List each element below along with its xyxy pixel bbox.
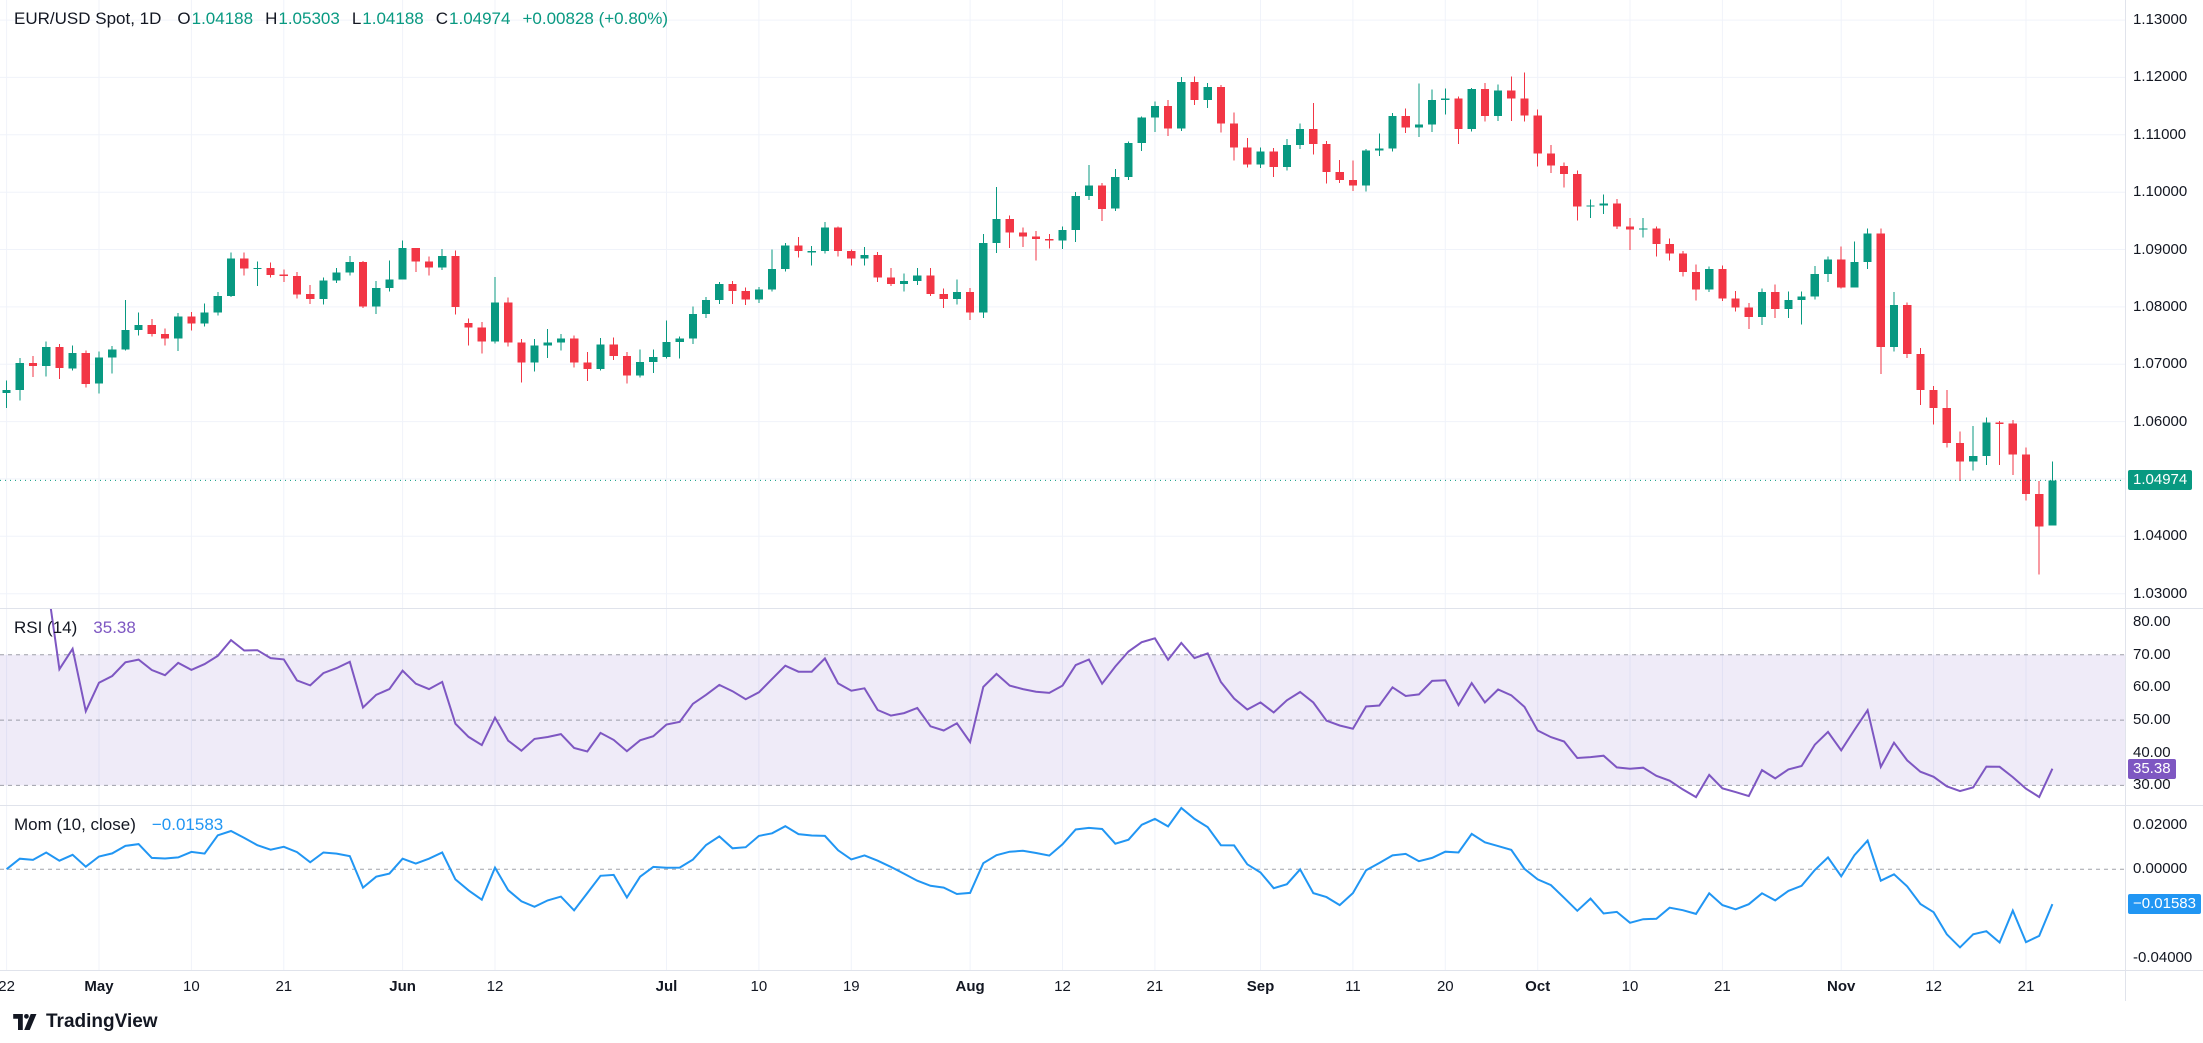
pane-divider — [0, 970, 2203, 971]
time-tick: May — [84, 978, 114, 995]
time-tick: 20 — [1436, 978, 1454, 995]
brand-text: TradingView — [46, 1011, 158, 1032]
pane-divider[interactable] — [0, 805, 2203, 806]
ohlc-low-key: L — [351, 9, 362, 28]
mom-tick: 0.00000 — [2133, 860, 2188, 878]
momentum-plot[interactable]: Mom (10, close) −0.01583 — [0, 806, 2125, 970]
rsi-label[interactable]: RSI (14) — [14, 618, 78, 637]
rsi-legend: RSI (14) 35.38 — [14, 618, 136, 638]
ohlc-open: O1.04188 — [177, 9, 253, 29]
time-tick: 19 — [842, 978, 860, 995]
price-tick: 1.07000 — [2133, 355, 2188, 373]
ohlc-low-value: 1.04188 — [362, 9, 424, 28]
ohlc-open-key: O — [177, 9, 191, 28]
price-axis[interactable]: 1.13000 1.12000 1.11000 1.10000 1.09000 1.080… — [2125, 0, 2203, 608]
rsi-tick: 80.00 — [2133, 613, 2171, 631]
price-tick: 1.11000 — [2133, 125, 2187, 143]
tradingview-logo[interactable]: TradingView — [13, 1011, 158, 1033]
momentum-label[interactable]: Mom (10, close) — [14, 815, 136, 834]
price-tick: 1.03000 — [2133, 584, 2188, 602]
mom-value-badge: −0.01583 — [2128, 894, 2201, 915]
time-tick: 12 — [1925, 978, 1942, 995]
rsi-tick: 40.00 — [2133, 743, 2171, 761]
momentum-legend: Mom (10, close) −0.01583 — [14, 815, 223, 835]
mom-tick: 0.02000 — [2133, 815, 2188, 833]
time-tick: Jul — [655, 978, 678, 995]
time-tick: 10 — [183, 978, 200, 995]
candlestick-canvas — [0, 0, 2125, 608]
rsi-tick: 30.00 — [2133, 776, 2171, 794]
time-axis-corner — [2125, 971, 2203, 1001]
ohlc-high: H1.05303 — [265, 9, 340, 29]
price-tick: 1.06000 — [2133, 412, 2188, 430]
mom-tick: -0.04000 — [2133, 948, 2193, 966]
time-tick: 21 — [275, 978, 293, 995]
ohlc-high-value: 1.05303 — [278, 9, 340, 28]
pane-divider[interactable] — [0, 608, 2203, 609]
time-tick: 12 — [1054, 978, 1071, 995]
rsi-axis[interactable]: 80.00 70.00 60.00 50.00 40.00 30.00 35.38 — [2125, 609, 2203, 805]
price-tick: 1.08000 — [2133, 297, 2188, 315]
ohlc-close-key: C — [435, 9, 449, 28]
price-pane: EUR/USD Spot, 1D O1.04188 H1.05303 L1.04… — [0, 0, 2203, 608]
time-tick: 22 — [0, 978, 15, 995]
ohlc-low: L1.04188 — [352, 9, 424, 29]
ohlc-close-value: 1.04974 — [449, 9, 511, 28]
change-value: +0.00828 (+0.80%) — [522, 9, 669, 28]
main-legend: EUR/USD Spot, 1D O1.04188 H1.05303 L1.04… — [14, 9, 668, 29]
ohlc-close: C1.04974 — [436, 9, 511, 29]
rsi-plot[interactable]: RSI (14) 35.38 — [0, 609, 2125, 805]
ohlc-open-value: 1.04188 — [191, 9, 254, 28]
time-tick: 21 — [2017, 978, 2035, 995]
tradingview-icon — [13, 1014, 37, 1030]
time-tick: Nov — [1827, 978, 1856, 995]
momentum-pane: Mom (10, close) −0.01583 0.02000 0.00000 -… — [0, 806, 2203, 970]
time-axis[interactable]: 22 May 10 21 Jun 12 Jul 10 19 Aug 12 21 Sep 11 20 Oct 10… — [0, 971, 2125, 1001]
rsi-tick: 70.00 — [2133, 645, 2171, 663]
rsi-value-badge: 35.38 — [2128, 758, 2176, 779]
time-tick: Aug — [955, 978, 985, 995]
rsi-tick: 50.00 — [2133, 711, 2171, 729]
price-tick: 1.09000 — [2133, 240, 2188, 258]
momentum-canvas — [0, 806, 2125, 970]
momentum-axis[interactable]: 0.02000 0.00000 -0.04000 −0.01583 — [2125, 806, 2203, 970]
rsi-pane: RSI (14) 35.38 80.00 70.00 60.00 50.00 40.00… — [0, 609, 2203, 805]
time-tick: 21 — [1146, 978, 1164, 995]
time-tick: Jun — [389, 978, 416, 995]
ohlc-high-key: H — [265, 9, 278, 28]
symbol-title[interactable]: EUR/USD Spot, 1D — [14, 9, 162, 28]
footer: TradingView — [0, 1001, 2203, 1043]
last-price-badge: 1.04974 — [2128, 470, 2193, 491]
time-tick: 12 — [486, 978, 504, 995]
time-tick: Oct — [1525, 978, 1551, 995]
price-tick: 1.13000 — [2133, 11, 2188, 29]
time-tick: 10 — [1621, 978, 1639, 995]
candlestick-plot[interactable]: EUR/USD Spot, 1D O1.04188 H1.05303 L1.04… — [0, 0, 2125, 608]
price-tick: 1.04000 — [2133, 527, 2188, 545]
time-tick: 10 — [750, 978, 768, 995]
rsi-tick: 60.00 — [2133, 678, 2171, 696]
price-tick: 1.10000 — [2133, 183, 2188, 201]
rsi-canvas — [0, 609, 2125, 805]
rsi-value: 35.38 — [93, 618, 136, 637]
time-tick: Sep — [1246, 978, 1275, 995]
price-tick: 1.12000 — [2133, 68, 2188, 86]
time-tick: 21 — [1714, 978, 1731, 995]
momentum-value: −0.01583 — [151, 815, 224, 834]
time-tick: 11 — [1345, 978, 1361, 995]
time-axis-row: 22 May 10 21 Jun 12 Jul 10 19 Aug 12 21 Sep 11 20 Oct 10… — [0, 971, 2203, 1001]
